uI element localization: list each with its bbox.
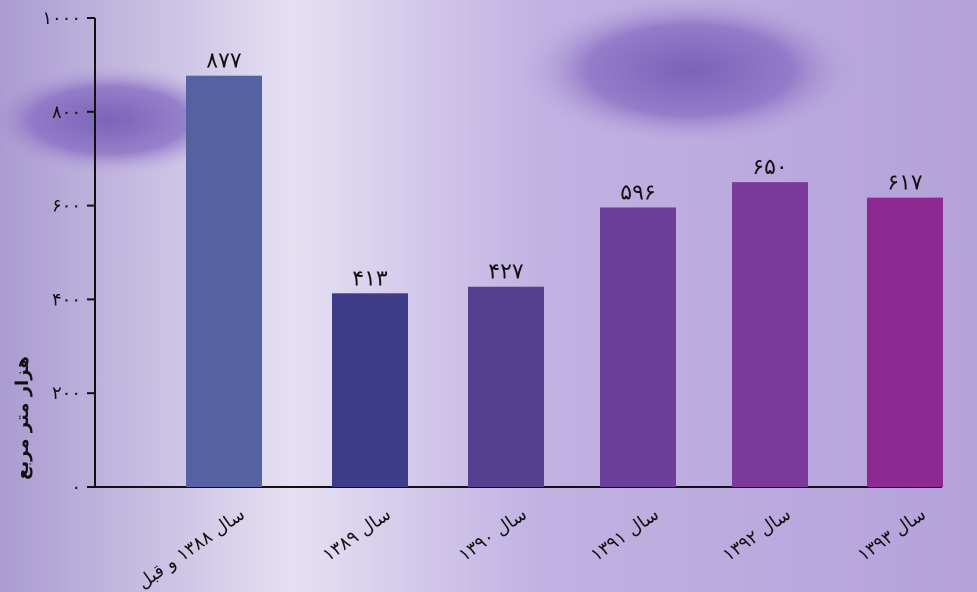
y-tick-label: ۶۰۰ [52, 196, 81, 217]
value-label: ۶۵۰ [752, 155, 787, 180]
y-axis-label: هزار متر مربع [12, 356, 33, 480]
y-tick-label: ۲۰۰ [52, 383, 81, 404]
background-eye [0, 65, 240, 175]
bar [732, 182, 808, 487]
bar [186, 75, 262, 487]
y-tick-label: ۱۰۰۰ [42, 8, 81, 29]
value-label: ۸۷۷ [206, 49, 242, 74]
value-label: ۴۱۳ [352, 266, 388, 291]
y-tick-label: ۸۰۰ [52, 102, 81, 123]
value-label: ۵۹۶ [620, 180, 655, 205]
bar [600, 207, 676, 487]
value-label: ۴۲۷ [488, 260, 524, 285]
bar [468, 286, 544, 487]
background-eye [520, 0, 860, 145]
y-tick-label: ۰ [71, 477, 81, 498]
value-label: ۶۱۷ [887, 171, 923, 196]
bar [332, 293, 408, 487]
y-tick-label: ۴۰۰ [52, 289, 81, 310]
bar [867, 197, 943, 487]
